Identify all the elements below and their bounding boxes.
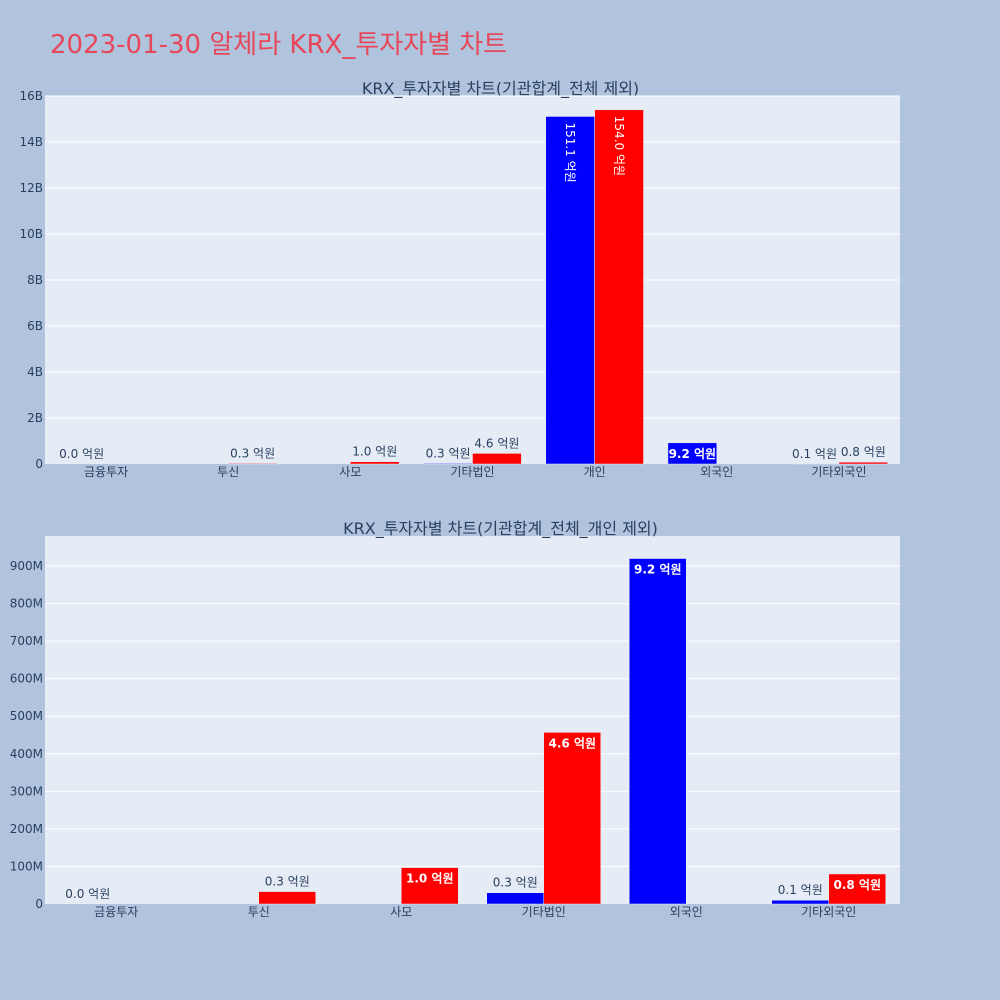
data-label: 1.0 억원: [406, 872, 454, 886]
y-tick-label: 16B: [19, 89, 43, 103]
bar: [227, 463, 278, 465]
bar: [258, 891, 316, 905]
x-tick-label: 금융투자: [84, 465, 128, 479]
bar: [401, 867, 459, 905]
bar: [828, 873, 886, 905]
x-tick-label: 외국인: [670, 905, 703, 919]
data-label: 9.2 억원: [634, 563, 682, 577]
y-tick-label: 600M: [10, 672, 43, 686]
x-tick-label: 기타외국인: [811, 465, 866, 479]
data-label: 0.3 억원: [493, 876, 538, 890]
x-tick-label: 기타외국인: [801, 905, 856, 919]
bar: [594, 109, 644, 465]
x-tick-label: 투신: [217, 465, 239, 479]
bar: [545, 116, 595, 465]
y-tick-label: 100M: [10, 859, 43, 873]
chart-title: KRX_투자자별 차트(기관합계_전체 제외): [362, 79, 639, 99]
y-tick-label: 700M: [10, 634, 43, 648]
y-tick-label: 300M: [10, 784, 43, 798]
data-label: 0.3 억원: [265, 875, 310, 889]
y-tick-label: 800M: [10, 597, 43, 611]
y-tick-label: 14B: [19, 135, 43, 149]
data-label: 151.1 억원: [563, 122, 577, 182]
y-tick-label: 8B: [27, 273, 43, 287]
chart-top: KRX_투자자별 차트(기관합계_전체 제외) 0 2B 4B 6B 8B 10B 12B 14…: [19, 79, 900, 479]
y-tick-label: 6B: [27, 319, 43, 333]
x-tick-label: 기타법인: [522, 905, 566, 919]
y-tick-label: 0: [35, 897, 43, 911]
x-tick-label: 외국인: [700, 465, 733, 479]
data-label: 0.3 억원: [426, 446, 471, 460]
data-label: 0.0 억원: [65, 887, 110, 901]
bar: [543, 732, 601, 905]
data-label: 4.6 억원: [474, 436, 519, 450]
bar: [667, 442, 718, 465]
y-tick-label: 4B: [27, 365, 43, 379]
x-tick-label: 투신: [248, 905, 270, 919]
data-label: 154.0 억원: [612, 116, 626, 176]
data-label: 0.0 억원: [59, 447, 104, 461]
chart-title: KRX_투자자별 차트(기관합계_전체_개인 제외): [343, 519, 658, 539]
data-label: 0.8 억원: [833, 878, 881, 892]
data-label: 0.8 억원: [841, 445, 886, 459]
data-label: 9.2 억원: [669, 447, 717, 461]
page-title: 2023-01-30 알체라 KRX_투자자별 차트: [50, 30, 508, 60]
bar: [472, 453, 522, 465]
bar: [838, 461, 889, 465]
y-tick-label: 900M: [10, 559, 43, 573]
bar: [350, 461, 400, 465]
y-tick-label: 200M: [10, 822, 43, 836]
y-tick-label: 400M: [10, 747, 43, 761]
data-label: 4.6 억원: [548, 736, 596, 750]
x-tick-label: 금융투자: [94, 905, 138, 919]
x-tick-label: 기타법인: [450, 465, 494, 479]
plot-area: [45, 536, 900, 904]
data-label: 0.1 억원: [778, 883, 823, 897]
y-tick-label: 500M: [10, 709, 43, 723]
data-label: 0.3 억원: [230, 446, 275, 460]
y-tick-label: 12B: [19, 181, 43, 195]
bar: [486, 892, 544, 905]
x-tick-label: 사모: [339, 465, 361, 479]
data-label: 1.0 억원: [352, 445, 397, 459]
y-tick-label: 0: [35, 457, 43, 471]
y-tick-label: 10B: [19, 227, 43, 241]
bar: [771, 899, 829, 905]
y-tick-label: 2B: [27, 411, 43, 425]
data-label: 0.1 억원: [792, 447, 837, 461]
x-tick-label: 개인: [584, 465, 606, 479]
bar: [629, 558, 687, 905]
x-tick-label: 사모: [390, 905, 412, 919]
